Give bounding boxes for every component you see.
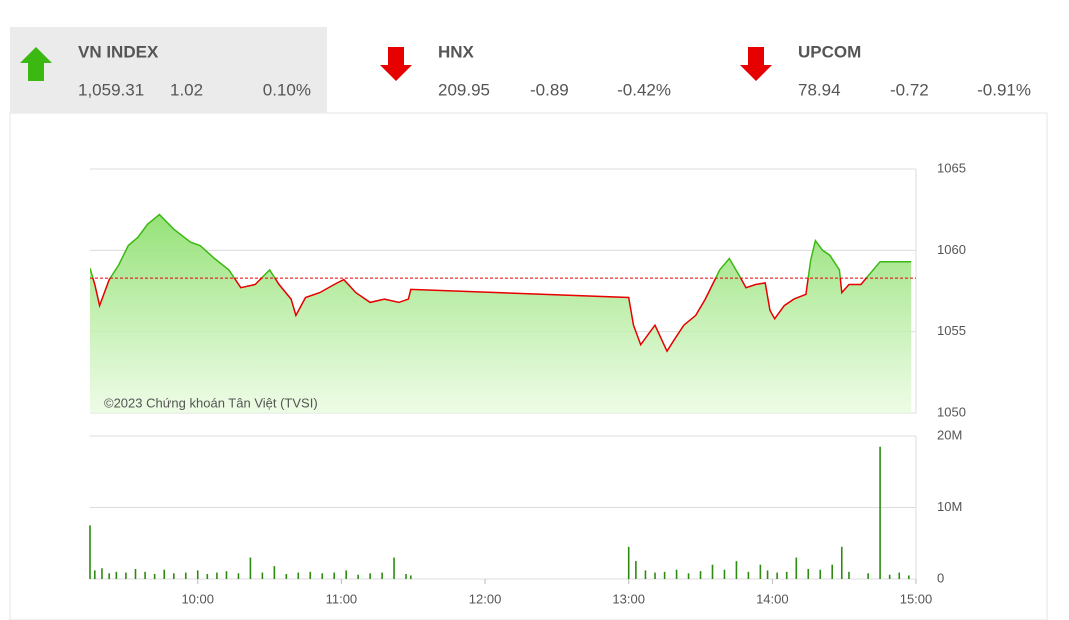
direction-arrow xyxy=(740,47,772,81)
ticker[interactable]: VN INDEX 1,059.31 1.02 0.10% xyxy=(10,27,327,113)
volume-bar xyxy=(393,557,395,579)
volume-bar xyxy=(795,557,798,579)
volume-bar xyxy=(840,546,843,579)
ticker[interactable]: HNX 209.95 -0.89 -0.42% xyxy=(380,42,671,99)
y-tick-label: 1060 xyxy=(937,242,966,257)
y-tick-label: 10M xyxy=(937,499,962,514)
ticker-percent: 0.10% xyxy=(263,80,311,99)
chart-frame xyxy=(9,112,1048,620)
volume-bar xyxy=(766,570,769,579)
volume-bar xyxy=(125,572,127,579)
volume-bar xyxy=(888,574,891,579)
volume-bar xyxy=(898,572,901,579)
ticker-percent: -0.42% xyxy=(617,80,671,99)
volume-bar xyxy=(153,573,156,579)
ticker-change: -0.72 xyxy=(890,80,929,99)
volume-bar xyxy=(410,575,412,579)
volume-bar xyxy=(848,571,850,579)
volume-bar xyxy=(879,446,881,579)
volume-bar xyxy=(108,573,110,579)
volume-bar xyxy=(776,572,778,579)
y-tick-label: 20M xyxy=(937,427,962,442)
volume-bar xyxy=(807,568,810,579)
volume-bar xyxy=(381,572,383,579)
x-tick-label: 15:00 xyxy=(900,591,933,606)
volume-bar xyxy=(184,572,187,579)
direction-arrow xyxy=(380,47,412,81)
ticker-name: HNX xyxy=(438,42,475,61)
volume-bar xyxy=(405,573,407,579)
y-tick-label: 1065 xyxy=(937,160,966,175)
volume-bar xyxy=(206,573,209,579)
volume-bar xyxy=(819,569,822,579)
x-tick-label: 13:00 xyxy=(612,591,645,606)
y-tick-label: 1055 xyxy=(937,323,966,338)
ticker-name: VN INDEX xyxy=(78,42,159,61)
volume-bar xyxy=(711,564,714,579)
volume-bar xyxy=(273,566,276,579)
volume-bar xyxy=(654,572,656,579)
volume-bar xyxy=(101,568,103,579)
volume-bar xyxy=(144,571,146,579)
volume-bar xyxy=(747,571,750,579)
ticker-name: UPCOM xyxy=(798,42,861,61)
volume-bar xyxy=(369,573,371,579)
volume-bar xyxy=(249,557,252,579)
ticker-change: 1.02 xyxy=(170,80,203,99)
y-tick-label: 0 xyxy=(937,570,944,585)
volume-bar xyxy=(831,564,834,579)
volume-bar xyxy=(115,571,118,579)
volume-bar xyxy=(93,570,96,579)
volume-bar xyxy=(735,561,738,579)
ticker-value: 209.95 xyxy=(438,80,490,99)
volume-bar xyxy=(867,573,869,579)
volume-bar xyxy=(309,571,312,579)
volume-bar xyxy=(196,570,199,579)
volume-bar xyxy=(723,569,726,579)
ticker[interactable]: UPCOM 78.94 -0.72 -0.91% xyxy=(740,42,1031,99)
volume-bar xyxy=(172,573,175,579)
price-line-up xyxy=(90,213,912,279)
volume-bar xyxy=(635,561,637,579)
volume-bar xyxy=(627,546,630,579)
volume-bar xyxy=(699,571,702,579)
volume-bar xyxy=(261,572,264,579)
volume-bar xyxy=(644,570,647,579)
volume-bar xyxy=(345,570,347,579)
price-area xyxy=(90,214,912,413)
ticker-value: 1,059.31 xyxy=(78,80,144,99)
volume-bar xyxy=(285,573,288,579)
volume-bar xyxy=(759,564,762,579)
x-tick-label: 10:00 xyxy=(181,591,214,606)
volume-bar xyxy=(237,573,240,579)
ticker-bg xyxy=(10,27,327,113)
volume-bar xyxy=(225,571,228,579)
ticker-change: -0.89 xyxy=(530,80,569,99)
volume-bar xyxy=(321,573,324,579)
volume-bar xyxy=(357,574,359,579)
volume-bar xyxy=(89,525,91,579)
volume-bar xyxy=(663,571,666,579)
volume-bar xyxy=(297,572,300,579)
volume-bar xyxy=(216,572,218,579)
ticker-percent: -0.91% xyxy=(977,80,1031,99)
volume-bar xyxy=(687,573,690,579)
volume-bar xyxy=(333,572,336,579)
x-tick-label: 14:00 xyxy=(756,591,789,606)
direction-arrow xyxy=(20,47,52,81)
volume-bar xyxy=(134,568,137,579)
volume-bar xyxy=(785,571,788,579)
y-tick-label: 1050 xyxy=(937,404,966,419)
volume-bar xyxy=(163,569,166,579)
volume-bar xyxy=(908,575,910,579)
price-line-down xyxy=(92,278,868,353)
ticker-value: 78.94 xyxy=(798,80,841,99)
x-tick-label: 12:00 xyxy=(469,591,502,606)
volume-bar xyxy=(675,569,678,579)
watermark: ©2023 Chứng khoán Tân Việt (TVSI) xyxy=(104,395,318,410)
x-tick-label: 11:00 xyxy=(326,591,358,606)
